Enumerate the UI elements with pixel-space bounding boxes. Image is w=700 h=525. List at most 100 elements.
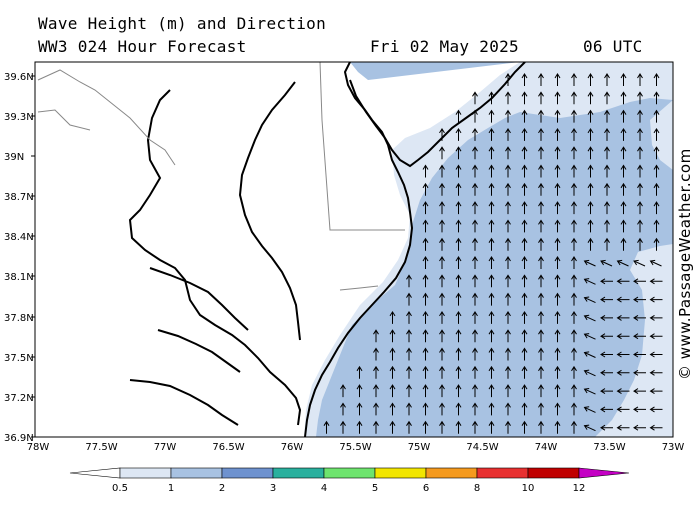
wave-arrow <box>649 406 663 413</box>
wave-arrow <box>633 314 646 321</box>
wave-arrow <box>538 310 544 324</box>
wave-arrow <box>406 292 412 306</box>
wave-arrow <box>571 73 577 86</box>
wave-arrow <box>373 384 379 398</box>
wave-arrow <box>600 296 613 303</box>
wave-arrow <box>521 292 528 306</box>
wave-arrow <box>455 201 462 215</box>
wave-arrow <box>455 292 462 306</box>
wave-arrow <box>505 127 511 141</box>
wave-arrow <box>637 109 643 123</box>
wave-arrow <box>637 182 643 196</box>
wave-arrow <box>616 333 630 340</box>
wave-arrow <box>554 182 561 196</box>
wave-arrow <box>554 109 561 123</box>
wave-arrow <box>571 292 577 306</box>
map-frame <box>34 61 674 438</box>
wave-arrow <box>439 402 445 416</box>
wave-arrow <box>633 369 646 376</box>
wave-arrow <box>505 201 511 215</box>
wave-arrow <box>439 164 445 178</box>
wave-arrow <box>587 237 594 251</box>
wave-arrow <box>373 402 379 416</box>
wave-arrow <box>571 146 577 160</box>
wave-arrow <box>505 256 511 269</box>
wave-arrow <box>637 73 643 86</box>
wave-arrow <box>554 274 561 288</box>
wave-arrow <box>538 329 544 343</box>
wave-arrow <box>356 402 363 416</box>
wave-arrow <box>488 347 495 361</box>
wave-arrow <box>439 256 445 269</box>
wave-arrow <box>505 420 511 434</box>
wave-arrow <box>472 402 478 416</box>
wave-arrow <box>521 73 528 86</box>
wave-arrow <box>472 237 478 251</box>
lon-tick-label: 73W <box>662 442 685 453</box>
legend-swatch <box>374 467 427 479</box>
coastline <box>128 62 526 437</box>
wave-arrow <box>422 365 429 379</box>
legend-label: 5 <box>372 483 378 494</box>
wave-arrow <box>521 201 528 215</box>
wave-arrow <box>356 384 363 398</box>
lat-tick-label: 39N <box>4 152 24 163</box>
wave-arrow <box>571 310 577 324</box>
wave-arrow <box>455 402 462 416</box>
wave-arrow <box>554 201 561 215</box>
wave-arrow <box>538 347 544 361</box>
wave-arrow <box>488 109 495 123</box>
wave-arrow <box>587 219 594 233</box>
wave-arrow <box>583 333 596 340</box>
wave-arrow <box>653 127 660 141</box>
wave-arrow <box>637 201 643 215</box>
wave-arrow <box>604 164 610 178</box>
wave-arrow <box>472 310 478 324</box>
wave-arrow <box>538 365 544 379</box>
wave-arrow <box>488 365 495 379</box>
wave-arrow <box>521 219 528 233</box>
wave-arrow <box>616 296 630 303</box>
wave-arrow <box>633 333 646 340</box>
wave-arrow <box>373 420 379 434</box>
wave-arrow <box>455 219 462 233</box>
wave-arrow <box>583 259 596 267</box>
wave-arrow <box>538 182 544 196</box>
wave-arrow <box>653 109 660 123</box>
wave-arrow <box>538 109 544 123</box>
wave-arrow <box>439 347 445 361</box>
legend-swatch <box>119 467 172 479</box>
wave-arrow <box>472 292 478 306</box>
legend-label: 1 <box>168 483 174 494</box>
lon-tick-label: 74W <box>535 442 558 453</box>
wave-arrow <box>488 274 495 288</box>
wave-arrow <box>571 365 577 379</box>
lon-tick-label: 76W <box>281 442 304 453</box>
wave-arrow <box>356 420 363 434</box>
wave-arrow <box>649 259 662 267</box>
wave-arrow <box>422 219 429 233</box>
lat-tick-label: 38.4N <box>4 232 34 243</box>
wave-arrow <box>521 91 528 105</box>
wave-arrow <box>620 182 627 196</box>
wave-arrow <box>422 237 429 251</box>
wave-arrow <box>455 420 462 434</box>
wave-arrow <box>616 351 630 358</box>
legend-label: 2 <box>219 483 225 494</box>
wave-arrow <box>620 164 627 178</box>
wave-arrow <box>633 406 646 413</box>
axis-ticks: 39.6N 39.3N 39N 38.7N 38.4N 38.1N 37.8N 37.5N 37… <box>4 72 684 453</box>
wave-arrow <box>620 146 627 160</box>
wave-arrow <box>604 201 610 215</box>
wave-arrow <box>488 237 495 251</box>
wave-arrow <box>505 146 511 160</box>
wave-arrow <box>538 256 544 269</box>
wave-arrow <box>373 347 379 361</box>
wave-arrow <box>521 256 528 269</box>
wave-arrow <box>554 384 561 398</box>
wave-arrow <box>587 182 594 196</box>
lon-tick-label: 76.5W <box>212 442 244 453</box>
wave-arrow <box>649 424 663 431</box>
wave-arrow <box>422 182 429 196</box>
